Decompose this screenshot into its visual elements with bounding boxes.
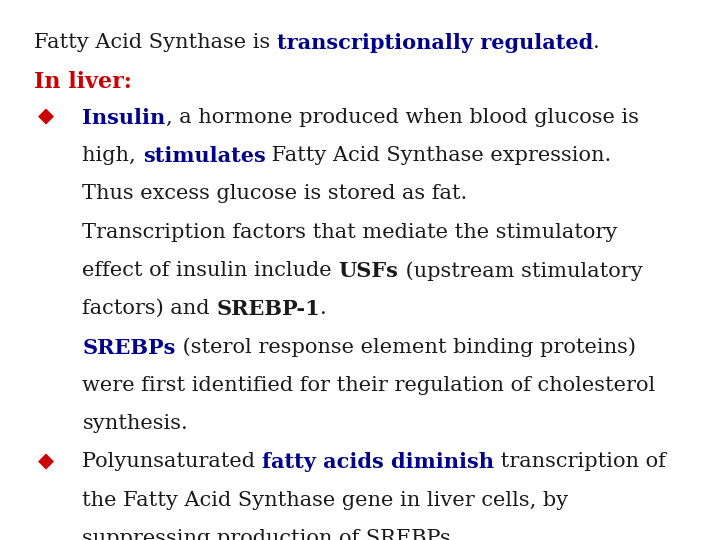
Text: .: .	[593, 33, 600, 52]
Text: were first identified for their regulation of cholesterol: were first identified for their regulati…	[83, 376, 656, 395]
Text: effect of insulin include: effect of insulin include	[83, 261, 338, 280]
Text: Polyunsaturated: Polyunsaturated	[83, 453, 262, 471]
Text: Transcription factors that mediate the stimulatory: Transcription factors that mediate the s…	[83, 222, 618, 242]
Text: In liver:: In liver:	[34, 71, 132, 93]
Text: Insulin: Insulin	[83, 108, 166, 128]
Text: USFs: USFs	[338, 261, 399, 281]
Text: synthesis.: synthesis.	[83, 414, 188, 433]
Text: factors) and: factors) and	[83, 299, 217, 318]
Text: , a hormone produced when blood glucose is: , a hormone produced when blood glucose …	[166, 108, 639, 127]
Text: transcription of: transcription of	[494, 453, 666, 471]
Text: fatty acids diminish: fatty acids diminish	[262, 453, 494, 472]
Text: (upstream stimulatory: (upstream stimulatory	[399, 261, 642, 281]
Text: ◆: ◆	[37, 453, 53, 471]
Text: suppressing production of SREBPs.: suppressing production of SREBPs.	[83, 529, 458, 540]
Text: SREBP-1: SREBP-1	[217, 299, 320, 319]
Text: transcriptionally regulated: transcriptionally regulated	[277, 33, 593, 53]
Text: Fatty Acid Synthase is: Fatty Acid Synthase is	[34, 33, 277, 52]
Text: high,: high,	[83, 146, 143, 165]
Text: .: .	[320, 299, 327, 318]
Text: (sterol response element binding proteins): (sterol response element binding protein…	[176, 338, 636, 357]
Text: the Fatty Acid Synthase gene in liver cells, by: the Fatty Acid Synthase gene in liver ce…	[83, 491, 569, 510]
Text: Thus excess glucose is stored as fat.: Thus excess glucose is stored as fat.	[83, 184, 468, 204]
Text: Fatty Acid Synthase expression.: Fatty Acid Synthase expression.	[266, 146, 612, 165]
Text: SREBPs: SREBPs	[83, 338, 176, 357]
Text: ◆: ◆	[37, 108, 53, 127]
Text: stimulates: stimulates	[143, 146, 266, 166]
